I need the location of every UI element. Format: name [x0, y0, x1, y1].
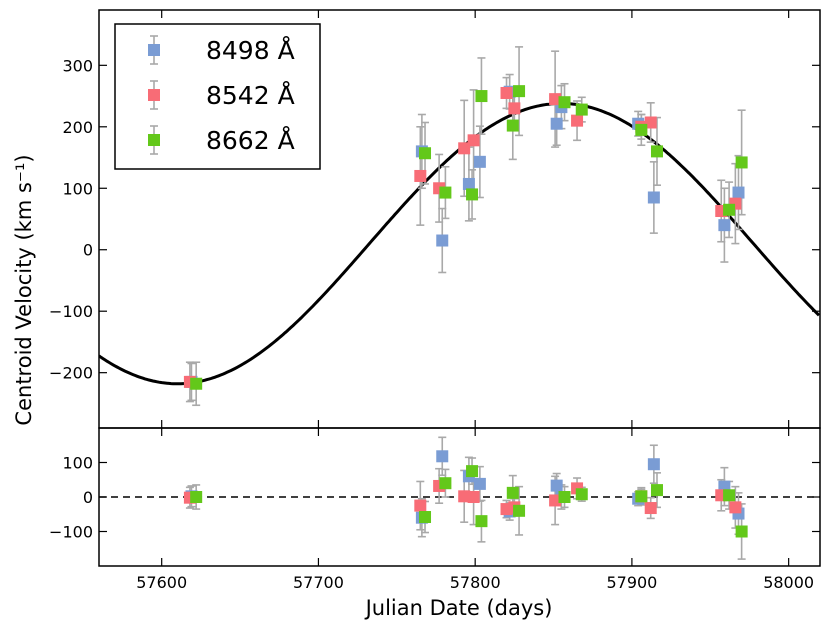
data-point: [466, 188, 479, 201]
data-point: [732, 186, 745, 199]
data-point: [513, 85, 526, 98]
data-point: [558, 491, 571, 503]
data-point: [458, 142, 471, 155]
data-point: [473, 477, 486, 490]
x-tick-label: 57700: [293, 573, 344, 592]
data-point: [467, 134, 480, 147]
data-point: [644, 116, 657, 129]
legend-marker: [148, 134, 160, 146]
data-point: [190, 491, 203, 503]
bottom-panel: 57600 57700 57800 57900 58000 −100 0 100: [49, 427, 821, 592]
data-point: [419, 511, 432, 524]
data-point: [436, 450, 449, 463]
y-tick-label: 100: [62, 179, 93, 198]
data-point: [549, 494, 562, 507]
x-tick-label: 57900: [606, 573, 657, 592]
y-tick-label: 200: [62, 118, 93, 137]
y-tick-label: −100: [49, 523, 93, 542]
plot-area: [99, 436, 820, 560]
x-tick-label: 58000: [763, 573, 814, 592]
legend-marker: [148, 89, 160, 101]
data-point: [723, 203, 736, 216]
data-point: [635, 123, 648, 136]
data-point: [735, 525, 748, 538]
y-tick-label: 0: [83, 488, 93, 507]
y-tick-label: 100: [62, 454, 93, 473]
data-point: [635, 490, 648, 503]
legend-label: 8542 Å: [206, 81, 295, 110]
y-axis-label: Centroid Velocity (km s⁻¹): [12, 154, 36, 425]
data-point: [508, 102, 521, 115]
data-point: [439, 477, 452, 490]
y-tick-label: 0: [83, 241, 93, 260]
x-axis-label: Julian Date (days): [364, 596, 553, 620]
data-point: [549, 93, 562, 106]
data-point: [414, 499, 427, 512]
data-point: [550, 479, 563, 492]
data-point: [647, 191, 660, 204]
data-point: [458, 490, 471, 503]
x-tick-label: 57600: [136, 573, 187, 592]
data-point: [506, 486, 519, 499]
data-point: [718, 219, 731, 232]
legend-label: 8662 Å: [206, 126, 295, 155]
data-point: [466, 465, 479, 478]
data-point: [575, 103, 588, 116]
data-point: [414, 169, 427, 182]
data-point: [473, 155, 486, 168]
data-point: [735, 156, 748, 169]
data-point: [650, 145, 663, 158]
legend-marker: [148, 44, 160, 56]
data-point: [575, 488, 588, 501]
data-point: [513, 504, 526, 517]
data-point: [475, 90, 488, 103]
data-point: [467, 491, 480, 503]
data-point: [500, 86, 513, 99]
y-tick-label: −100: [49, 302, 93, 321]
data-point: [650, 484, 663, 497]
data-point: [550, 117, 563, 130]
data-point: [723, 489, 736, 502]
data-point: [571, 114, 584, 127]
data-point: [506, 119, 519, 132]
data-point: [558, 96, 571, 109]
data-point: [475, 515, 488, 528]
x-tick-label: 57800: [450, 573, 501, 592]
plot-area: [99, 46, 820, 407]
legend-label: 8498 Å: [206, 36, 295, 65]
data-point: [436, 234, 449, 247]
y-tick-label: 300: [62, 56, 93, 75]
y-tick-label: −200: [49, 364, 93, 383]
data-point: [729, 501, 742, 514]
data-point: [190, 377, 203, 390]
data-point: [419, 147, 432, 160]
data-point: [647, 458, 660, 471]
data-point: [439, 186, 452, 199]
data-point: [462, 177, 475, 190]
data-point: [644, 502, 657, 515]
legend: 8498 Å 8542 Å 8662 Å: [114, 23, 321, 170]
